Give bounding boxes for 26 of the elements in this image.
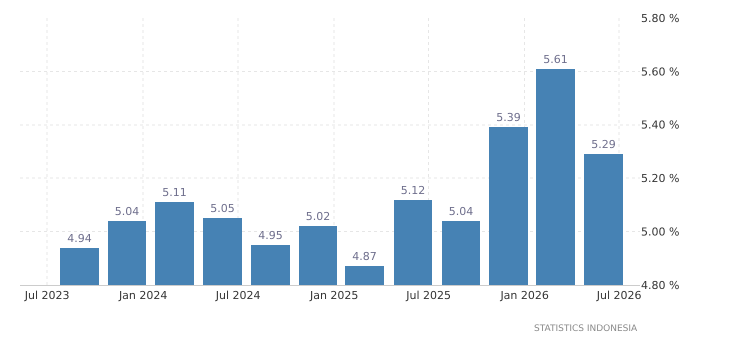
data-label: 5.29 xyxy=(591,138,616,151)
y-tick-label: 5.40 % xyxy=(641,118,680,132)
y-tick-label: 4.80 % xyxy=(641,278,680,292)
data-label: 5.04 xyxy=(448,205,474,218)
data-label: 5.39 xyxy=(496,111,521,124)
x-tick-label: Jul 2024 xyxy=(214,289,261,302)
y-tick-label: 5.00 % xyxy=(641,225,680,238)
data-label: 5.61 xyxy=(543,53,568,66)
x-tick-label: Jul 2023 xyxy=(24,289,70,302)
x-tick-label: Jan 2024 xyxy=(118,289,168,302)
data-label: 5.02 xyxy=(306,210,330,223)
text: STATISTICS INDONESIA xyxy=(534,324,638,334)
x-tick-label: Jul 2026 xyxy=(596,289,642,302)
y-tick-label: 5.60 % xyxy=(641,65,680,78)
data-label: 4.95 xyxy=(258,229,283,242)
data-label: 5.12 xyxy=(400,184,426,197)
x-tick-label: Jan 2025 xyxy=(308,289,358,302)
x-tick-label: Jan 2026 xyxy=(499,289,549,302)
data-label: 5.11 xyxy=(162,186,187,199)
data-label: 5.05 xyxy=(210,202,235,215)
y-tick-label: 5.80 % xyxy=(641,12,680,25)
data-label: 4.94 xyxy=(67,232,92,245)
data-label: 4.87 xyxy=(352,250,377,263)
data-label: 5.04 xyxy=(114,205,140,218)
y-tick-label: 5.20 % xyxy=(641,172,680,186)
x-tick-label: Jul 2025 xyxy=(405,289,452,302)
